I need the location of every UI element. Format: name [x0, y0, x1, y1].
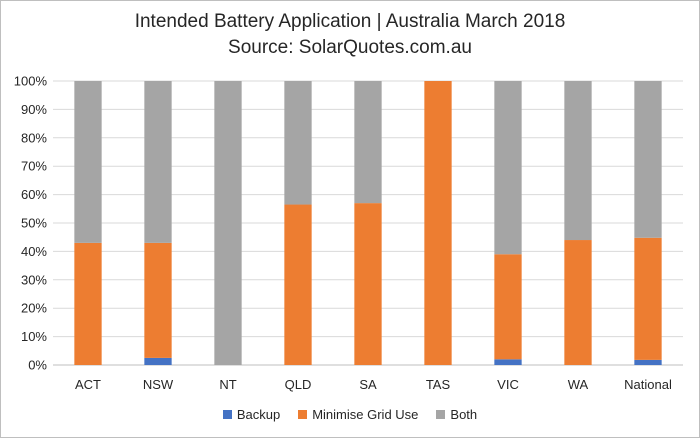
- legend: Backup Minimise Grid Use Both: [1, 407, 699, 422]
- legend-item: Backup: [222, 407, 281, 422]
- x-tick-label: National: [624, 377, 672, 392]
- bars: [74, 81, 662, 365]
- bar-segment: [74, 81, 102, 243]
- y-tick-label: 80%: [21, 130, 47, 145]
- bar-segment: [564, 81, 592, 241]
- chart-title: Intended Battery Application | Australia…: [134, 11, 566, 32]
- legend-swatch: [436, 410, 446, 419]
- y-tick-label: 30%: [21, 272, 47, 287]
- bar-segment: [634, 359, 662, 365]
- legend-swatch: [298, 410, 308, 419]
- bar-segment: [214, 81, 242, 365]
- x-tick-label: VIC: [497, 377, 519, 392]
- y-axis: 0% 10% 20% 30% 40% 50% 60% 70% 80% 90% 100%: [14, 74, 48, 373]
- y-tick-label: 90%: [21, 102, 47, 117]
- bar-segment: [634, 81, 662, 238]
- x-tick-label: TAS: [426, 377, 451, 392]
- y-tick-label: 0%: [28, 358, 47, 373]
- bar-segment: [284, 81, 312, 205]
- chart-subtitle: Source: SolarQuotes.com.au: [228, 37, 472, 58]
- legend-label: Backup: [236, 407, 281, 422]
- bar-segment: [634, 237, 662, 360]
- bar-segment: [144, 242, 172, 358]
- bar-segment: [494, 254, 522, 360]
- bar-segment: [144, 357, 172, 365]
- y-tick-label: 10%: [21, 329, 47, 344]
- bar-segment: [354, 81, 382, 204]
- x-tick-label: NT: [219, 377, 236, 392]
- bar-segment: [74, 242, 102, 365]
- legend-label: Both: [450, 407, 478, 422]
- y-tick-label: 40%: [21, 244, 47, 259]
- x-tick-label: WA: [568, 377, 589, 392]
- y-tick-label: 50%: [21, 216, 47, 231]
- x-tick-label: SA: [359, 377, 377, 392]
- y-tick-label: 60%: [21, 187, 47, 202]
- x-tick-label: ACT: [75, 377, 101, 392]
- x-tick-label: QLD: [285, 377, 312, 392]
- bar-segment: [494, 359, 522, 365]
- bar-segment: [144, 81, 172, 243]
- legend-label: Minimise Grid Use: [312, 407, 419, 422]
- legend-item: Minimise Grid Use: [298, 407, 418, 422]
- bar-segment: [424, 81, 452, 365]
- x-tick-label: NSW: [143, 377, 174, 392]
- bar-segment: [354, 203, 382, 365]
- legend-swatch: [222, 410, 232, 419]
- bar-segment: [284, 204, 312, 365]
- y-tick-label: 100%: [14, 74, 48, 89]
- legend-item: Both: [436, 407, 477, 422]
- y-tick-label: 20%: [21, 301, 47, 316]
- bar-segment: [564, 240, 592, 365]
- bar-segment: [494, 81, 522, 255]
- y-tick-label: 70%: [21, 159, 47, 174]
- x-axis: ACT NSW NT QLD SA TAS VIC WA National: [75, 377, 672, 392]
